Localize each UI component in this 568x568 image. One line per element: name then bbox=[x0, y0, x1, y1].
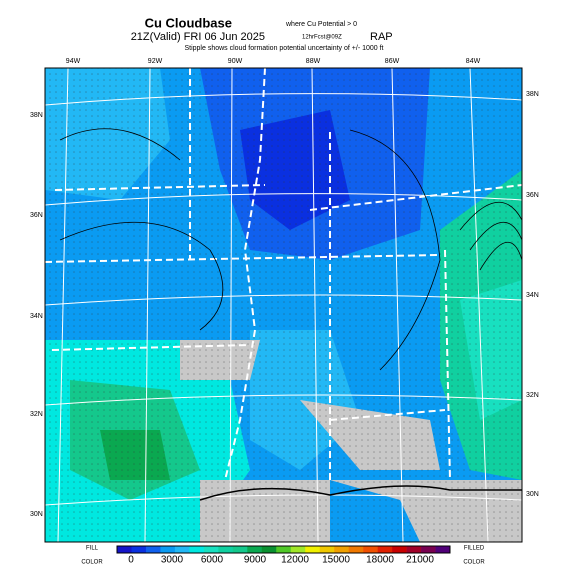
colorbar-swatch bbox=[319, 546, 335, 553]
colorbar-swatch bbox=[421, 546, 436, 553]
colorbar-swatch bbox=[290, 546, 306, 553]
colorbar-label: 12000 bbox=[281, 555, 309, 566]
lat-label: 36N bbox=[30, 212, 43, 219]
colorbar-swatch bbox=[363, 546, 378, 553]
colorbar-swatch bbox=[247, 546, 263, 553]
lat-label: 34N bbox=[526, 292, 539, 299]
colorbar-swatch bbox=[203, 546, 219, 553]
forecast: 12hrFcst@09Z bbox=[302, 35, 342, 41]
colorbar-swatch bbox=[406, 546, 422, 553]
colorbar-label: 0 bbox=[128, 555, 134, 566]
colorbar-label: 9000 bbox=[244, 555, 267, 566]
model: RAP bbox=[370, 31, 393, 43]
lon-label: 88W bbox=[306, 58, 321, 65]
colorbar-swatch bbox=[334, 546, 349, 553]
state-borders bbox=[45, 68, 522, 481]
lat-label: 38N bbox=[526, 91, 539, 98]
grid-lines bbox=[45, 68, 522, 542]
lat-label: 36N bbox=[526, 192, 539, 199]
colorbar-swatch bbox=[276, 546, 292, 553]
colorbar-swatch bbox=[117, 546, 132, 553]
colorbar-frame bbox=[116, 545, 451, 554]
lat-label: 38N bbox=[30, 112, 43, 119]
colorbar-label: 3000 bbox=[161, 555, 184, 566]
colorbar-label: 6000 bbox=[201, 555, 224, 566]
map-field bbox=[45, 68, 522, 542]
bar-label: COLOR bbox=[81, 560, 103, 566]
note: Stipple shows cloud formation potential … bbox=[184, 45, 383, 52]
map-frame bbox=[44, 67, 523, 543]
title-note: where Cu Potential > 0 bbox=[285, 21, 357, 28]
colorbar-swatch bbox=[261, 546, 277, 553]
bar-label: FILLED bbox=[464, 546, 485, 552]
lon-label: 86W bbox=[385, 58, 400, 65]
lat-label: 32N bbox=[30, 411, 43, 418]
colorbar-swatch bbox=[392, 546, 407, 553]
colorbar-swatch bbox=[174, 546, 190, 553]
contours bbox=[59, 128, 522, 371]
colorbar-label: 18000 bbox=[366, 555, 394, 566]
colorbar-swatch bbox=[218, 546, 234, 553]
colorbar-swatch bbox=[305, 546, 320, 553]
lat-label: 30N bbox=[526, 491, 539, 498]
lon-label: 84W bbox=[466, 58, 481, 65]
lat-label: 32N bbox=[526, 392, 539, 399]
colorbar-swatch bbox=[348, 546, 364, 553]
colorbar-swatch bbox=[189, 546, 205, 553]
valid-time: 21Z(Valid) FRI 06 Jun 2025 bbox=[131, 31, 265, 43]
lon-label: 94W bbox=[66, 58, 81, 65]
bar-label: FILL bbox=[86, 546, 99, 552]
lat-label: 30N bbox=[30, 511, 43, 518]
colorbar-label: 21000 bbox=[406, 555, 434, 566]
colorbar-swatch bbox=[377, 546, 393, 553]
colorbar-label: 15000 bbox=[322, 555, 350, 566]
title: Cu Cloudbase bbox=[145, 15, 232, 30]
colorbar-swatch bbox=[160, 546, 176, 553]
lat-label: 34N bbox=[30, 313, 43, 320]
colorbar-swatch bbox=[145, 546, 161, 553]
colorbar: 0 3000 6000 9000 12000 15000 18000 21000 bbox=[116, 545, 451, 566]
colorbar-swatch bbox=[435, 546, 451, 553]
bar-label: COLOR bbox=[463, 560, 485, 566]
colorbar-swatch bbox=[131, 546, 147, 553]
colorbar-swatch bbox=[232, 546, 248, 553]
lon-label: 92W bbox=[148, 58, 163, 65]
lon-label: 90W bbox=[228, 58, 243, 65]
